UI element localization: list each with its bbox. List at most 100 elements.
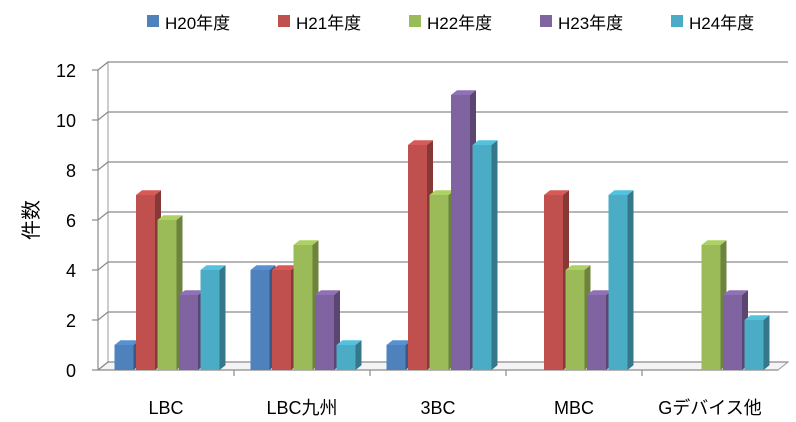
y-tick-label: 12 <box>56 61 76 81</box>
legend-label: H24年度 <box>689 13 755 33</box>
legend-swatch <box>409 15 421 27</box>
bar-side <box>219 265 226 370</box>
y-axis-ticks: 0 2 4 6 8 10 12 <box>56 61 98 381</box>
bar-top <box>386 340 412 345</box>
y-tick-label: 0 <box>66 361 76 381</box>
bar-front <box>386 345 406 370</box>
bar <box>723 290 748 370</box>
bar-top <box>451 90 476 95</box>
y-axis-label: 件数 <box>20 200 43 240</box>
bar-front <box>272 270 291 370</box>
bar-top <box>472 140 498 145</box>
legend-item: H21年度 <box>278 8 361 34</box>
bar-front <box>429 195 449 370</box>
x-tick-label: LBC <box>148 398 183 418</box>
bar-front <box>723 295 742 370</box>
legend-label: H22年度 <box>427 13 493 33</box>
gridline-side <box>97 211 109 221</box>
bar-front <box>250 270 270 370</box>
bar <box>157 215 183 370</box>
x-tick-label: LBC九州 <box>266 398 337 418</box>
bar-front <box>744 320 764 370</box>
bar-top <box>114 340 140 345</box>
bar-front <box>157 220 177 370</box>
chart-legend: H20年度 H21年度 H22年度 H23年度 H24年度 <box>0 8 796 34</box>
bar-front <box>114 345 134 370</box>
bar <box>315 290 340 370</box>
bar-top <box>744 315 770 320</box>
legend-swatch <box>278 15 290 27</box>
bar <box>408 140 433 370</box>
legend-item: H20年度 <box>147 8 230 34</box>
bar <box>565 265 591 370</box>
bar <box>386 340 412 370</box>
bar-top <box>565 265 591 270</box>
bar <box>293 240 319 370</box>
bar <box>272 265 297 370</box>
bar-front <box>136 195 155 370</box>
gridline-side <box>97 61 109 71</box>
bar-top <box>608 190 634 195</box>
bar-side <box>491 140 498 370</box>
legend-item: H24年度 <box>671 8 754 34</box>
bar-top <box>701 240 727 245</box>
bar-top <box>200 265 226 270</box>
bar <box>544 190 569 370</box>
bar-top <box>272 265 297 270</box>
bar <box>200 265 226 370</box>
bar <box>701 240 727 370</box>
bar-top <box>315 290 340 295</box>
bar <box>179 290 204 370</box>
bar-front <box>200 270 220 370</box>
bar <box>744 315 770 370</box>
bar <box>250 265 276 370</box>
gridline-side <box>97 261 109 271</box>
bar <box>114 340 140 370</box>
bar-front <box>472 145 492 370</box>
bar-front <box>451 95 470 370</box>
legend-label: H20年度 <box>165 13 231 33</box>
y-tick-label: 10 <box>56 111 76 131</box>
gridline-side <box>97 361 109 371</box>
bar-front <box>587 295 606 370</box>
bar-side <box>763 315 770 370</box>
legend-swatch <box>147 15 159 27</box>
bar-front <box>179 295 198 370</box>
bar-side <box>355 340 362 370</box>
bar-front <box>408 145 427 370</box>
bar <box>451 90 476 370</box>
legend-swatch <box>540 15 552 27</box>
legend-swatch <box>671 15 683 27</box>
bar-top <box>179 290 204 295</box>
bar-top <box>336 340 362 345</box>
bar-top <box>723 290 748 295</box>
gridline-side <box>97 111 109 121</box>
bar-front <box>315 295 334 370</box>
legend-label: H23年度 <box>558 13 624 33</box>
bar-front <box>336 345 356 370</box>
x-tick-label: Gデバイス他 <box>658 398 761 418</box>
bar-front <box>701 245 721 370</box>
bar-top <box>587 290 612 295</box>
y-tick-label: 4 <box>66 261 76 281</box>
y-tick-label: 2 <box>66 311 76 331</box>
bars <box>114 90 770 370</box>
bar-front <box>293 245 313 370</box>
bar-top <box>408 140 433 145</box>
legend-item: H23年度 <box>540 8 623 34</box>
bar <box>336 340 362 370</box>
legend-item: H22年度 <box>409 8 492 34</box>
bar-front <box>608 195 628 370</box>
gridline-side <box>97 311 109 321</box>
legend-label: H21年度 <box>296 13 362 33</box>
bar <box>472 140 498 370</box>
bar-front <box>565 270 585 370</box>
bar-top <box>136 190 161 195</box>
bar-side <box>627 190 634 370</box>
bar-top <box>544 190 569 195</box>
bar <box>429 190 455 370</box>
x-tick-label: MBC <box>554 398 594 418</box>
gridline-side <box>97 161 109 171</box>
bar-top <box>429 190 455 195</box>
